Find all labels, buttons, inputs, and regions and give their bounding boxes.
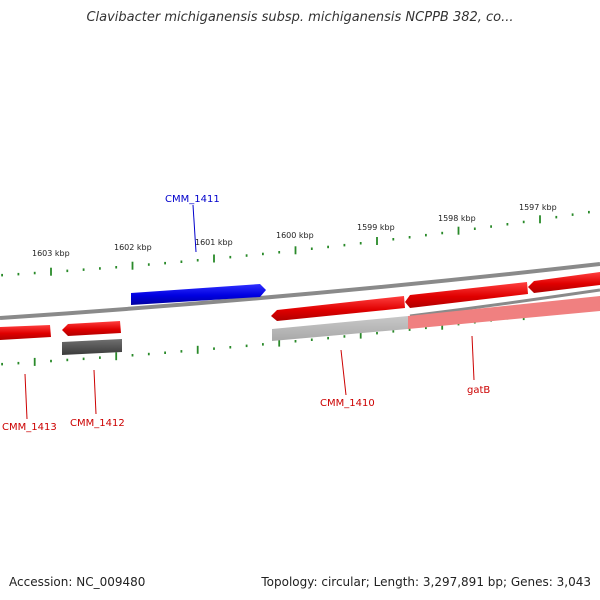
outer-scale-minor-tick xyxy=(278,251,281,254)
inner-scale-minor-tick xyxy=(180,350,183,353)
inner-scale-minor-tick xyxy=(294,340,297,343)
outer-scale-major-tick xyxy=(131,261,134,270)
label-cmm1411[interactable]: CMM_1411 xyxy=(165,194,220,205)
topology-summary: Topology: circular; Length: 3,297,891 bp… xyxy=(261,575,591,589)
leader-cmm1413 xyxy=(24,373,28,420)
gene-shadow-cmm1410 xyxy=(272,316,408,341)
inner-scale-minor-tick xyxy=(17,361,20,365)
outer-scale-minor-tick xyxy=(327,245,329,249)
inner-scale-minor-tick xyxy=(425,326,427,330)
outer-scale-ticks xyxy=(1,210,590,277)
outer-scale-minor-tick xyxy=(33,271,36,275)
inner-scale-minor-tick xyxy=(99,356,101,359)
outer-scale-minor-tick xyxy=(571,213,574,216)
inner-scale-minor-tick xyxy=(82,357,85,361)
gene-gatB[interactable] xyxy=(528,272,600,293)
inner-scale-minor-tick xyxy=(229,346,232,349)
outer-scale-minor-tick xyxy=(359,242,362,245)
genome-backbone-inner xyxy=(409,288,600,318)
leader-cmm1411 xyxy=(192,204,197,253)
outer-scale-minor-tick xyxy=(245,254,248,257)
outer-scale-major-tick xyxy=(376,237,378,245)
outer-scale-major-tick xyxy=(457,226,460,235)
outer-scale-minor-tick xyxy=(82,268,85,271)
gene-cmm1410[interactable] xyxy=(271,296,405,321)
inner-scale-major-tick xyxy=(278,338,281,347)
gene-cmm1412[interactable] xyxy=(62,321,121,336)
outer-scale-minor-tick xyxy=(343,243,346,247)
scale-label-1599: 1599 kbp xyxy=(357,223,395,232)
outer-scale-major-tick xyxy=(50,267,52,276)
outer-scale-major-tick xyxy=(294,246,297,255)
outer-scale-major-tick xyxy=(213,254,215,263)
inner-scale-major-tick xyxy=(359,330,362,339)
leader-gatB xyxy=(471,335,475,381)
inner-scale-minor-tick xyxy=(1,362,3,366)
outer-scale-minor-tick xyxy=(425,233,427,237)
inner-scale-minor-tick xyxy=(262,343,264,346)
inner-scale-minor-tick xyxy=(408,328,411,331)
inner-scale-major-tick xyxy=(115,352,118,361)
outer-scale-minor-tick xyxy=(147,263,150,266)
genome-backbone xyxy=(0,262,600,320)
inner-scale-minor-tick xyxy=(213,347,215,350)
scale-label-1602: 1602 kbp xyxy=(114,243,152,252)
gene-cmm1413[interactable] xyxy=(0,325,51,340)
inner-scale-minor-tick xyxy=(147,352,150,356)
inner-scale-minor-tick xyxy=(164,351,166,354)
gene-unnamed-1[interactable] xyxy=(405,282,528,308)
scale-label-1601: 1601 kbp xyxy=(195,238,233,247)
inner-scale-minor-tick xyxy=(131,354,134,357)
outer-scale-minor-tick xyxy=(196,259,199,262)
label-gatB[interactable]: gatB xyxy=(467,385,490,396)
inner-scale-minor-tick xyxy=(392,330,395,333)
gene-cmm1412-pseudo[interactable] xyxy=(62,339,122,355)
leader-cmm1410 xyxy=(340,349,347,396)
map-title: Clavibacter michiganensis subsp. michiga… xyxy=(86,10,514,25)
outer-scale-minor-tick xyxy=(473,227,476,230)
leader-cmm1412 xyxy=(93,369,97,415)
outer-scale-minor-tick xyxy=(229,255,232,259)
outer-scale-minor-tick xyxy=(17,272,20,276)
outer-scale-minor-tick xyxy=(490,225,492,228)
outer-scale-minor-tick xyxy=(164,261,166,265)
outer-scale-minor-tick xyxy=(180,260,183,263)
label-cmm1412[interactable]: CMM_1412 xyxy=(70,418,125,429)
inner-scale-major-tick xyxy=(33,357,36,366)
scale-label-1597: 1597 kbp xyxy=(519,203,557,212)
outer-scale-minor-tick xyxy=(506,223,509,226)
label-cmm1410[interactable]: CMM_1410 xyxy=(320,398,375,409)
inner-scale-major-tick xyxy=(196,345,199,354)
outer-scale-minor-tick xyxy=(588,210,590,214)
outer-scale-minor-tick xyxy=(555,215,558,219)
accession-text: Accession: NC_009480 xyxy=(9,575,146,589)
inner-scale-minor-tick xyxy=(50,359,52,363)
outer-scale-minor-tick xyxy=(522,220,525,224)
label-cmm1413[interactable]: CMM_1413 xyxy=(2,422,57,433)
outer-scale-minor-tick xyxy=(99,267,101,270)
outer-scale-minor-tick xyxy=(262,252,264,256)
scale-label-1598: 1598 kbp xyxy=(438,214,476,223)
outer-scale-minor-tick xyxy=(408,236,411,239)
inner-scale-minor-tick xyxy=(327,336,329,340)
inner-scale-minor-tick xyxy=(343,335,346,338)
inner-scale-minor-tick xyxy=(66,358,69,362)
gene-shadow-gatB xyxy=(408,296,600,329)
inner-scale-minor-tick xyxy=(245,344,248,348)
inner-scale-minor-tick xyxy=(376,331,378,335)
inner-scale-minor-tick xyxy=(310,338,313,341)
outer-scale-minor-tick xyxy=(115,266,118,269)
outer-scale-minor-tick xyxy=(1,273,3,277)
outer-scale-minor-tick xyxy=(66,269,69,273)
outer-scale-minor-tick xyxy=(310,247,313,250)
outer-scale-minor-tick xyxy=(392,238,395,241)
scale-label-1600: 1600 kbp xyxy=(276,231,314,240)
scale-label-1603: 1603 kbp xyxy=(32,249,70,258)
outer-scale-minor-tick xyxy=(441,231,444,235)
outer-scale-major-tick xyxy=(539,215,541,224)
gene-cmm1411[interactable] xyxy=(131,284,266,305)
